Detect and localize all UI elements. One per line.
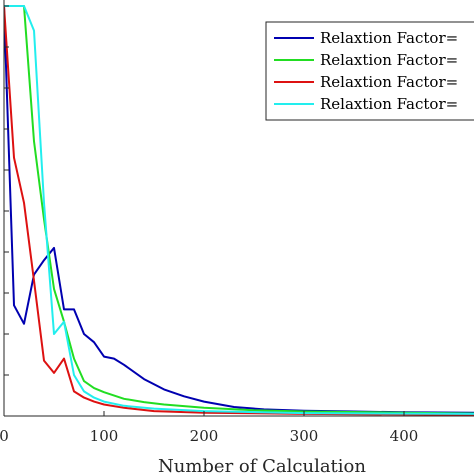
series-layer bbox=[4, 5, 474, 416]
x-axis-title: Number of Calculation bbox=[158, 456, 366, 474]
x-tick-label: 400 bbox=[390, 427, 419, 445]
x-tick-label: 300 bbox=[290, 427, 319, 445]
axes-layer: 0 100 200 300 400 bbox=[0, 0, 474, 445]
x-tick-label: 0 bbox=[0, 427, 9, 445]
x-tick-label: 200 bbox=[190, 427, 219, 445]
series-line-1 bbox=[4, 5, 474, 414]
legend-label-2: Relaxtion Factor= bbox=[320, 51, 458, 69]
legend: Relaxtion Factor= Relaxtion Factor= Relaxt… bbox=[265, 21, 474, 121]
legend-label-1: Relaxtion Factor= bbox=[320, 29, 458, 47]
x-tick-label: 100 bbox=[90, 427, 119, 445]
series-line-4 bbox=[4, 5, 474, 415]
series-line-2 bbox=[4, 5, 474, 415]
legend-label-3: Relaxtion Factor= bbox=[320, 73, 458, 91]
legend-label-4: Relaxtion Factor= bbox=[320, 95, 458, 113]
series-line-3 bbox=[4, 5, 474, 416]
